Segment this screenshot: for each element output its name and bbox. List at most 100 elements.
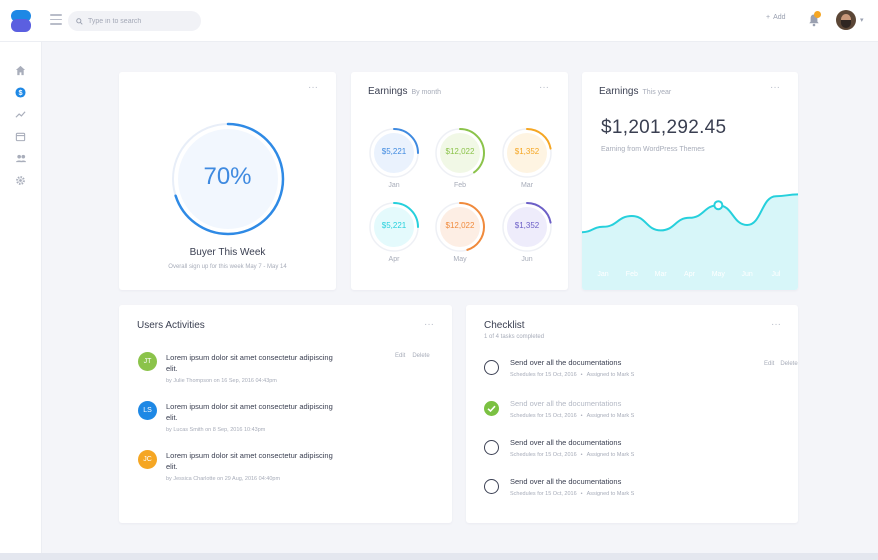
checklist-item-meta: Schedules for 15 Oct, 2016 • Assigned to M… — [510, 413, 635, 419]
user-avatar[interactable] — [836, 10, 856, 30]
checklist-item-title: Send over all the documentations — [510, 477, 622, 486]
gear-icon[interactable] — [14, 174, 27, 187]
add-button[interactable]: + Add — [766, 14, 786, 21]
activity-item: JC Lorem ipsum dolor sit amet consectetur… — [138, 450, 438, 494]
chevron-down-icon[interactable]: ▾ — [860, 17, 864, 24]
earnings-month-subtitle: By month — [411, 89, 442, 96]
x-tick-label: Feb — [626, 271, 638, 278]
earnings-month-title: Earnings By month — [368, 86, 442, 97]
area-point — [713, 200, 724, 211]
buyer-gauge-arc — [171, 122, 285, 236]
earnings-ring-month: Jun — [521, 256, 533, 263]
search-icon — [76, 17, 83, 25]
checkbox[interactable] — [484, 360, 499, 375]
earnings-ring: $12,022 — [434, 127, 486, 179]
more-icon[interactable]: ··· — [424, 319, 434, 330]
edit-link[interactable]: Edit — [764, 361, 775, 367]
x-tick-label: May — [712, 271, 726, 278]
delete-link[interactable]: Delete — [780, 361, 798, 367]
earnings-ring-month: Mar — [520, 182, 534, 189]
more-icon[interactable]: ··· — [539, 82, 549, 93]
svg-text:$: $ — [18, 88, 22, 97]
users-activities-title: Users Activities — [137, 320, 205, 331]
more-icon[interactable]: ··· — [770, 82, 780, 93]
checkbox-checked[interactable] — [484, 401, 499, 416]
earnings-ring-month: May — [453, 256, 467, 263]
earnings-ring-month: Feb — [453, 182, 467, 189]
top-bar: + Add ▾ — [0, 0, 878, 42]
earnings-ring-arc — [502, 202, 552, 252]
menu-toggle-icon[interactable] — [50, 14, 62, 26]
earnings-year-card: Earnings This year ··· $1,201,292.45 Earn… — [582, 72, 798, 290]
checklist-item-meta: Schedules for 15 Oct, 2016 • Assigned to M… — [510, 491, 635, 497]
activity-item: JT Lorem ipsum dolor sit amet consectetur… — [138, 352, 438, 396]
activity-text: Lorem ipsum dolor sit amet consectetur a… — [166, 451, 333, 471]
earnings-ring-value: $12,022 — [445, 147, 475, 156]
users-icon[interactable] — [14, 152, 27, 165]
earnings-amount: $1,201,292.45 — [601, 117, 727, 138]
dollar-icon[interactable]: $ — [14, 86, 27, 99]
checkbox[interactable] — [484, 479, 499, 494]
earnings-ring: $5,221 — [368, 127, 420, 179]
x-tick-label: Apr — [684, 271, 696, 278]
users-activities-card: Users Activities ··· JT Lorem ipsum dolor… — [119, 305, 452, 523]
checklist-item: Send over all the documentations Schedule… — [484, 399, 784, 429]
checklist-item-meta: Schedules for 15 Oct, 2016 • Assigned to M… — [510, 452, 635, 458]
area-series-line — [582, 193, 798, 234]
bottom-strip — [0, 553, 878, 560]
earnings-ring: $1,352 — [501, 201, 553, 253]
earnings-ring-value: $1,352 — [514, 221, 540, 230]
more-icon[interactable]: ··· — [771, 319, 781, 330]
earnings-ring-value: $5,221 — [381, 147, 407, 156]
sidebar: $ — [0, 42, 42, 560]
earnings-ring-arc — [435, 202, 485, 252]
checklist-item: Send over all the documentations Schedule… — [484, 477, 784, 507]
checklist-card: Checklist 1 of 4 tasks completed ··· Sen… — [466, 305, 798, 523]
calendar-icon[interactable] — [14, 130, 27, 143]
checklist-item-title: Send over all the documentations — [510, 399, 622, 408]
activity-meta: by Jessica Charlotte on 29 Aug, 2016 04:… — [166, 476, 281, 482]
earnings-ring: $5,221 — [368, 201, 420, 253]
buyer-gauge — [171, 122, 285, 236]
app-logo[interactable] — [11, 10, 31, 32]
earnings-ring-value: $1,352 — [514, 147, 540, 156]
earnings-ring-value: $5,221 — [381, 221, 407, 230]
activity-avatar[interactable]: JC — [138, 450, 157, 469]
earnings-year-subtitle: This year — [642, 89, 672, 96]
earnings-ring-arc — [369, 128, 419, 178]
notification-badge — [814, 11, 821, 18]
checklist-item: Send over all the documentations Schedule… — [484, 358, 798, 388]
checklist-item-title: Send over all the documentations — [510, 358, 622, 367]
activity-avatar[interactable]: JT — [138, 352, 157, 371]
home-icon[interactable] — [14, 64, 27, 77]
buyer-subtitle: Overall sign up for this week May 7 - Ma… — [168, 264, 287, 270]
earnings-ring: $12,022 — [434, 201, 486, 253]
check-icon — [487, 405, 496, 413]
checkbox[interactable] — [484, 440, 499, 455]
activity-meta: by Lucas Smith on 8 Sep, 2016 10:43pm — [166, 427, 266, 433]
earnings-ring-arc — [502, 128, 552, 178]
checklist-item-title: Send over all the documentations — [510, 438, 622, 447]
buyer-card: ··· 70% Buyer This Week Overall sign up … — [119, 72, 336, 290]
edit-link[interactable]: Edit — [395, 353, 406, 359]
checklist-item: Send over all the documentations Schedule… — [484, 438, 784, 468]
earnings-area-chart: Jan Feb Mar Apr May Jun Jul — [582, 193, 798, 290]
buyer-percent: 70% — [203, 163, 252, 190]
earnings-month-card: Earnings By month ··· $5,221 Jan $12,022 Feb… — [351, 72, 568, 290]
activity-avatar[interactable]: LS — [138, 401, 157, 420]
earnings-ring-value: $12,022 — [445, 221, 475, 230]
delete-link[interactable]: Delete — [412, 353, 430, 359]
more-icon[interactable]: ··· — [308, 82, 318, 93]
checklist-item-meta: Schedules for 15 Oct, 2016 • Assigned to M… — [510, 372, 635, 378]
x-tick-label: Jun — [742, 271, 753, 278]
search-input[interactable] — [88, 17, 193, 25]
x-tick-label: Jan — [597, 271, 608, 278]
x-tick-label: Jul — [772, 271, 781, 278]
trending-icon[interactable] — [14, 108, 27, 121]
activity-item: LS Lorem ipsum dolor sit amet consectetur… — [138, 401, 438, 445]
search-box[interactable] — [68, 11, 201, 31]
x-tick-label: Mar — [655, 271, 668, 278]
earnings-ring-arc — [435, 128, 485, 178]
checklist-title: Checklist — [484, 320, 525, 331]
earnings-ring: $1,352 — [501, 127, 553, 179]
